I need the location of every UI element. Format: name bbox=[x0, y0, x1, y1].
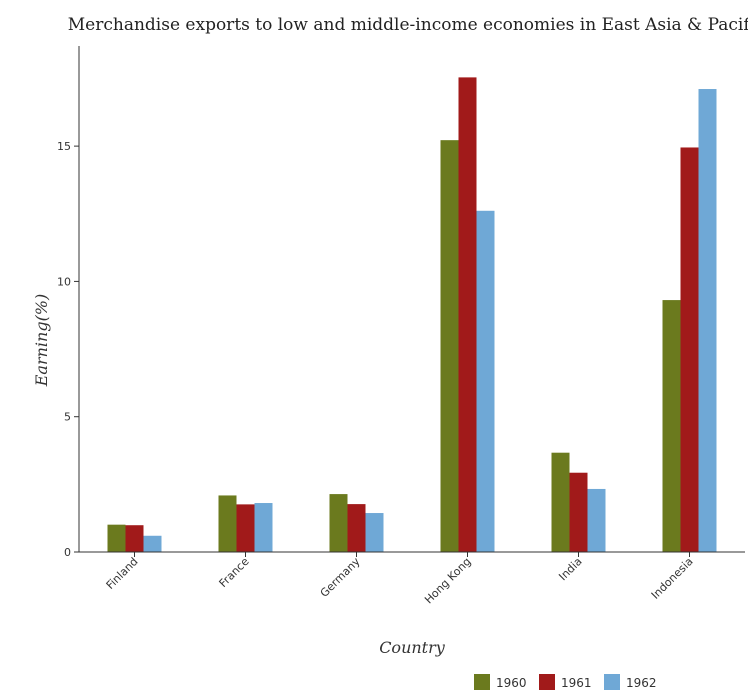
x-tick-label: India bbox=[556, 555, 584, 583]
bar-1962-france bbox=[254, 503, 273, 552]
y-tick-label: 5 bbox=[64, 411, 71, 424]
x-tick-label: Germany bbox=[318, 555, 363, 600]
x-axis-label: Country bbox=[379, 638, 446, 657]
x-tick-label: France bbox=[217, 555, 252, 590]
x-axis-ticks: Finland France Germany Hong Kong India Indone… bbox=[104, 552, 696, 606]
legend-item-1961: 1961 bbox=[539, 674, 592, 690]
x-tick-label: Finland bbox=[104, 555, 141, 592]
legend-label: 1961 bbox=[561, 676, 592, 690]
legend-item-1962: 1962 bbox=[604, 674, 657, 690]
legend-swatch bbox=[604, 674, 620, 690]
y-tick-label: 15 bbox=[57, 140, 71, 153]
bar-1960-germany bbox=[329, 494, 348, 552]
bar-1961-india bbox=[569, 472, 588, 552]
y-axis-ticks: 0 5 10 15 bbox=[57, 140, 79, 559]
bar-1961-germany bbox=[347, 504, 366, 552]
y-axis-label: Earning(%) bbox=[32, 294, 51, 388]
x-tick-label: Indonesia bbox=[649, 555, 696, 602]
bar-1961-hong-kong bbox=[458, 77, 477, 552]
bar-1960-france bbox=[218, 495, 237, 552]
bar-1961-indonesia bbox=[680, 147, 699, 552]
legend-swatch bbox=[539, 674, 555, 690]
chart-title: Merchandise exports to low and middle-in… bbox=[68, 15, 748, 35]
bar-1961-finland bbox=[125, 525, 144, 552]
y-tick-label: 0 bbox=[64, 546, 71, 559]
plot-area bbox=[107, 77, 717, 552]
legend-label: 1962 bbox=[626, 676, 657, 690]
legend-swatch bbox=[474, 674, 490, 690]
bar-1962-hong-kong bbox=[476, 210, 495, 552]
bar-1960-hong-kong bbox=[440, 140, 459, 552]
bar-1962-indonesia bbox=[698, 89, 717, 552]
bar-1960-indonesia bbox=[662, 300, 681, 552]
bar-1962-finland bbox=[143, 535, 162, 552]
y-tick-label: 10 bbox=[57, 275, 71, 288]
legend: 1960 1961 1962 bbox=[474, 674, 657, 690]
bar-1962-india bbox=[587, 488, 606, 552]
bar-1962-germany bbox=[365, 513, 384, 552]
x-tick-label: Hong Kong bbox=[422, 555, 473, 606]
bar-1960-india bbox=[551, 452, 570, 552]
legend-label: 1960 bbox=[496, 676, 527, 690]
bar-1961-france bbox=[236, 504, 255, 552]
bar-1960-finland bbox=[107, 524, 126, 552]
legend-item-1960: 1960 bbox=[474, 674, 527, 690]
